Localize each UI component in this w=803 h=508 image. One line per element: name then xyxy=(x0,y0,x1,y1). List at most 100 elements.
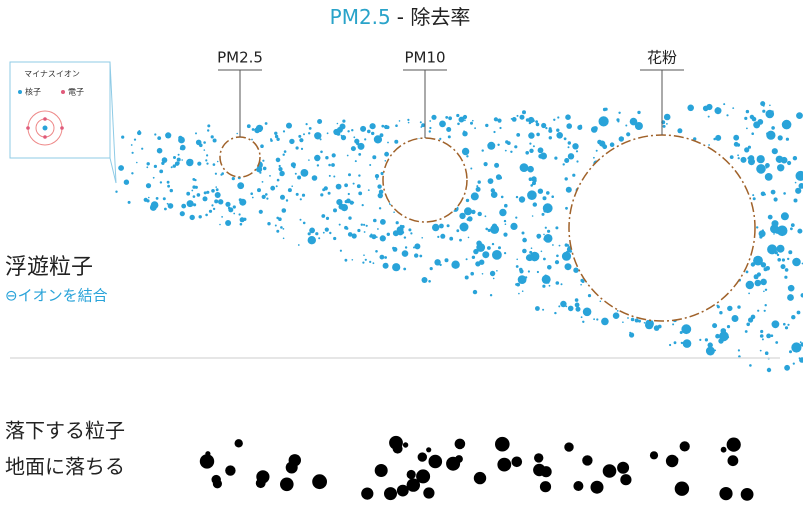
particle xyxy=(726,336,730,339)
particle xyxy=(765,166,768,169)
particle xyxy=(377,228,379,230)
particle xyxy=(780,156,788,164)
particle xyxy=(428,280,431,283)
particle xyxy=(490,191,498,198)
particle xyxy=(740,156,747,163)
particle xyxy=(462,131,468,137)
particle xyxy=(580,316,583,319)
particle xyxy=(581,279,585,283)
particle xyxy=(484,215,487,218)
particle xyxy=(754,279,762,287)
particle xyxy=(516,133,521,137)
particle xyxy=(752,194,755,197)
particle xyxy=(491,242,495,246)
particle xyxy=(771,320,780,329)
particle xyxy=(371,234,377,240)
particle xyxy=(314,132,322,140)
particle xyxy=(328,163,331,167)
particle xyxy=(788,250,793,255)
particle xyxy=(780,212,789,221)
particle xyxy=(346,198,351,204)
particle xyxy=(367,129,371,134)
particle xyxy=(475,262,479,266)
particle xyxy=(446,127,452,132)
particle xyxy=(428,130,431,133)
falling-particle xyxy=(199,454,215,469)
particle xyxy=(280,226,283,229)
particle xyxy=(543,233,545,236)
particle xyxy=(319,138,322,141)
particle xyxy=(269,175,271,177)
particle xyxy=(282,153,285,156)
particle xyxy=(352,201,355,204)
particle xyxy=(558,244,561,247)
particle xyxy=(765,109,775,119)
particle xyxy=(799,341,802,344)
particle xyxy=(540,152,547,160)
particle xyxy=(595,149,598,152)
particle xyxy=(470,167,473,170)
particle xyxy=(715,333,720,339)
particle xyxy=(522,248,527,254)
particle xyxy=(146,166,149,169)
title-rest: - 除去率 xyxy=(397,5,471,29)
particle xyxy=(127,200,131,204)
particle xyxy=(340,204,348,212)
particle xyxy=(481,273,484,275)
particle xyxy=(308,132,311,135)
particle xyxy=(643,322,646,324)
particle xyxy=(393,211,395,213)
particle xyxy=(519,163,529,173)
particle xyxy=(218,199,224,205)
particle xyxy=(737,154,739,157)
particle xyxy=(203,149,206,151)
legend-dot xyxy=(61,90,65,94)
particle xyxy=(800,342,803,347)
particle xyxy=(278,164,281,168)
particle xyxy=(567,305,574,312)
particle xyxy=(205,213,208,217)
particle xyxy=(532,181,536,186)
particle xyxy=(344,225,348,230)
particle xyxy=(546,191,550,195)
particle xyxy=(525,118,530,122)
particle xyxy=(793,198,798,203)
particle xyxy=(376,137,382,143)
particle xyxy=(211,204,214,207)
particle xyxy=(429,120,432,122)
particle xyxy=(421,123,425,128)
particle xyxy=(195,132,197,135)
particle xyxy=(530,184,533,187)
particle xyxy=(282,237,285,240)
particle xyxy=(333,236,337,241)
particle xyxy=(333,208,337,213)
particle xyxy=(276,137,280,141)
particle xyxy=(354,138,360,144)
particle xyxy=(454,262,459,267)
particle xyxy=(361,204,364,207)
particle xyxy=(536,132,540,137)
particle xyxy=(176,161,180,165)
particle xyxy=(474,127,476,130)
particle xyxy=(280,194,285,200)
particle xyxy=(556,128,560,132)
particle xyxy=(516,282,520,287)
particle xyxy=(274,134,279,139)
particle xyxy=(384,256,387,259)
particle xyxy=(360,223,363,226)
particle xyxy=(419,254,423,258)
particle xyxy=(353,136,356,139)
particle xyxy=(756,272,762,277)
falling-particle xyxy=(540,466,552,478)
particle xyxy=(404,246,408,249)
particle xyxy=(316,164,320,167)
particle xyxy=(769,104,771,107)
particle xyxy=(572,143,579,150)
particle xyxy=(309,227,315,234)
particle xyxy=(181,203,187,209)
particle xyxy=(154,133,157,136)
particle xyxy=(629,117,638,126)
particle xyxy=(784,326,789,330)
particle xyxy=(295,192,299,196)
particle xyxy=(278,217,282,221)
